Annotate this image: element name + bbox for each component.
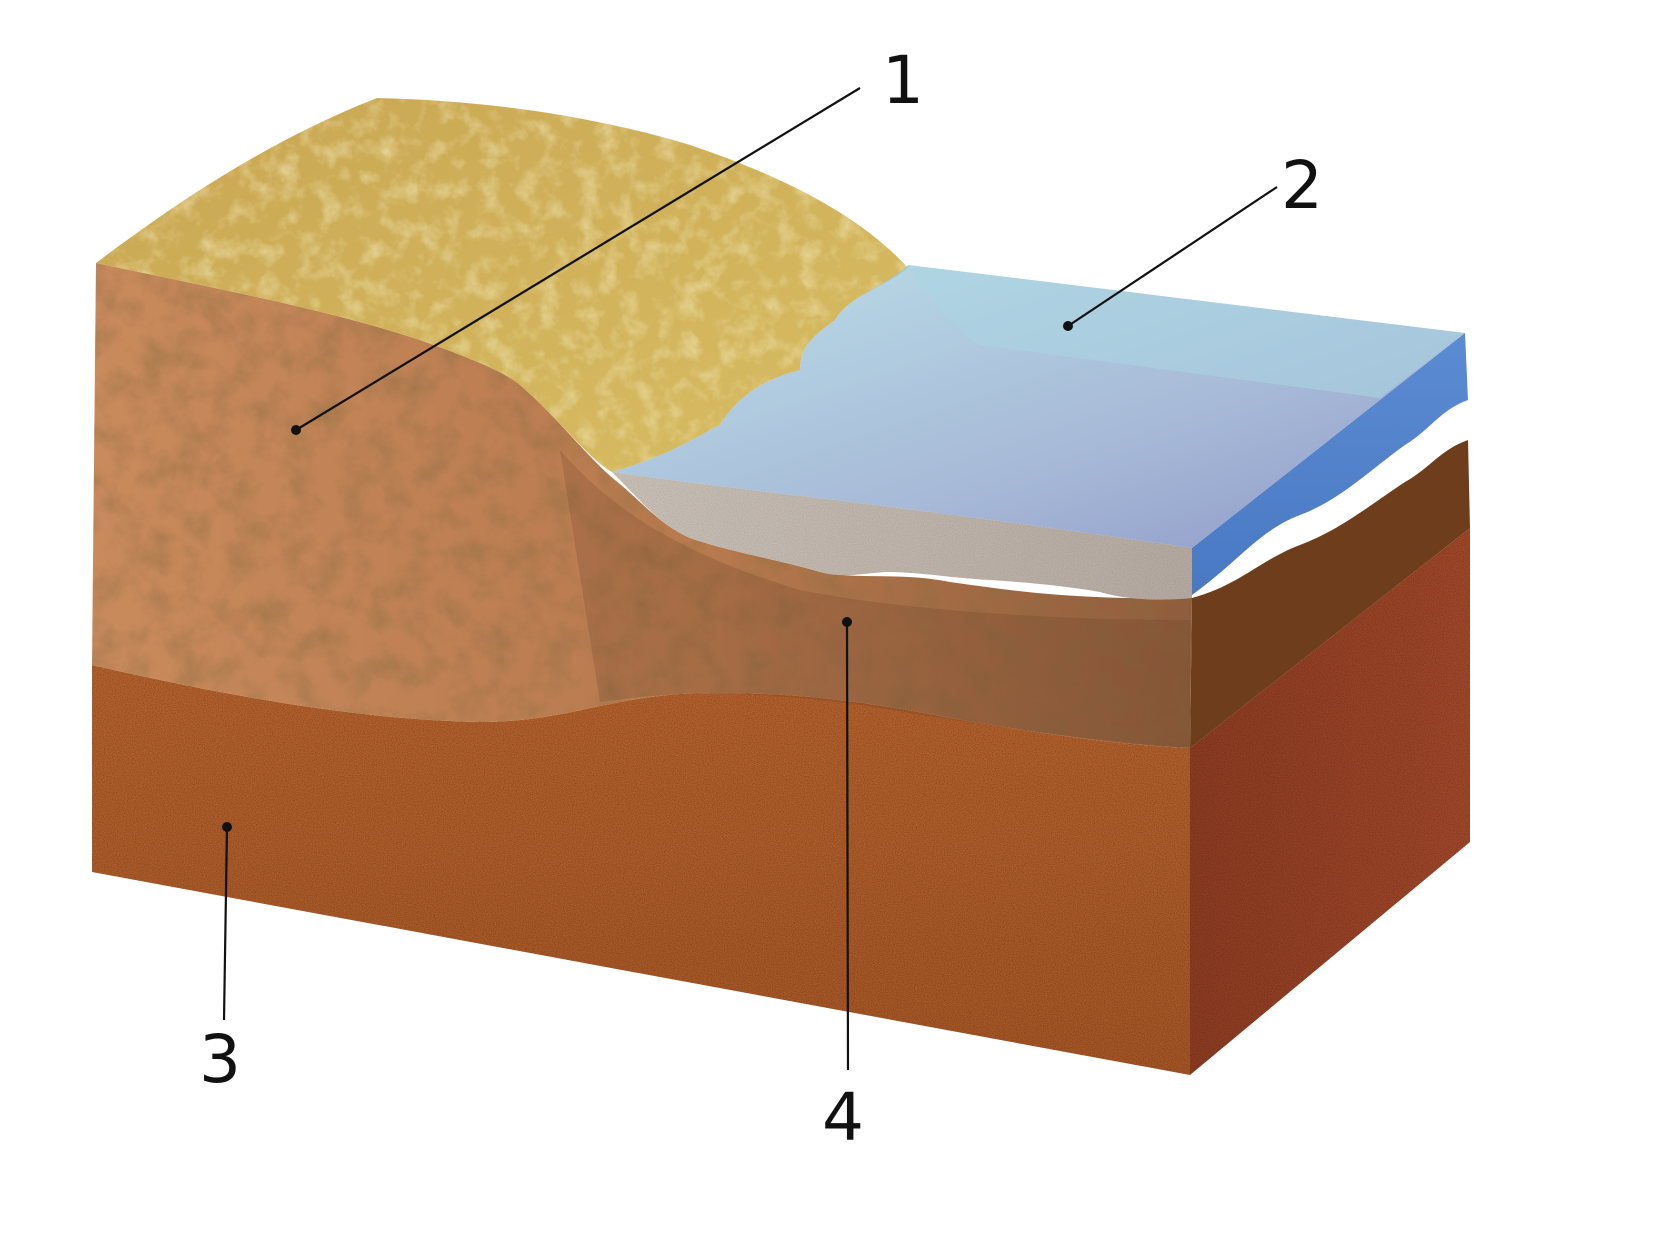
bottom-layer-front (92, 665, 1190, 1075)
leader-line-3 (222, 826, 229, 1021)
upper-layer-front (92, 263, 1192, 748)
leader-dot-4 (842, 617, 852, 627)
leader-dot-1 (291, 425, 301, 435)
water-side (1192, 333, 1468, 595)
callout-label-4: 4 (822, 1079, 864, 1156)
callout-label-1: 1 (882, 42, 924, 119)
callout-labels: 1 2 3 4 (199, 42, 1323, 1156)
seabed-surface (612, 472, 1192, 600)
leader-dot-2 (1063, 321, 1073, 331)
water-surface (612, 265, 1465, 548)
leader-line-4 (845, 621, 850, 1071)
callout-label-3: 3 (199, 1021, 241, 1098)
leader-line-2 (1067, 186, 1278, 327)
bottom-layer-side (1190, 528, 1470, 1075)
callout-label-2: 2 (1281, 147, 1323, 224)
middle-layer-side (1190, 440, 1470, 748)
callout-leaders (222, 87, 1278, 1071)
leader-line-1 (295, 87, 861, 431)
leader-dot-3 (222, 822, 232, 832)
hill-top-surface (96, 98, 908, 472)
